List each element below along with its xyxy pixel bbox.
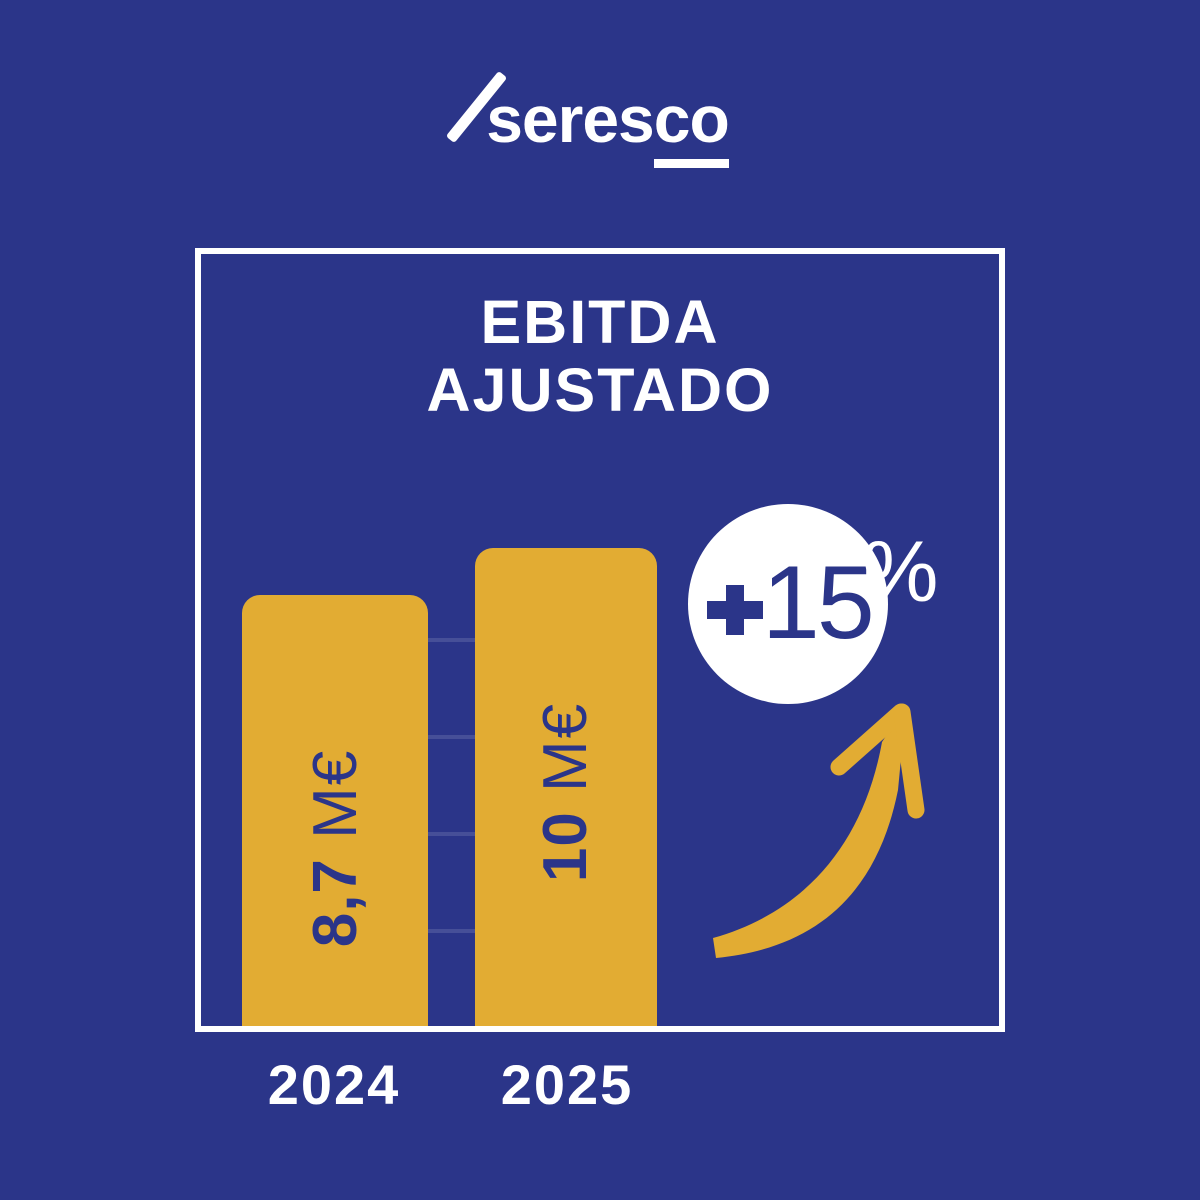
gridline [424, 832, 479, 836]
plus-icon [707, 585, 763, 635]
bar-value-label-2024: 8,7 M€ [301, 749, 370, 948]
gridline [424, 929, 479, 933]
gridline [424, 735, 479, 739]
logo-text-main: seres [486, 82, 655, 156]
bar-value-number: 10 [531, 811, 600, 883]
bar-2025 [475, 548, 657, 1026]
bar-value-unit: M€ [301, 748, 370, 859]
bar-2024 [242, 595, 428, 1026]
bar-value-label-2025: 10 M€ [531, 702, 600, 882]
logo-text: seresco [486, 72, 730, 168]
percent-sign: % [862, 524, 939, 620]
chart-title: EBITDA AJUSTADO [195, 288, 1005, 424]
gridline [424, 638, 479, 642]
category-label-2024: 2024 [267, 1053, 401, 1116]
badge-number: 15 [762, 545, 875, 661]
logo-text-underlined: co [653, 82, 730, 168]
seresco-logo: seresco [0, 62, 1200, 168]
chart-title-line-2: AJUSTADO [426, 356, 774, 424]
growth-arrow-icon [713, 703, 925, 958]
category-label-2025: 2025 [500, 1053, 634, 1116]
bar-value-unit: M€ [531, 701, 600, 812]
bar-value-number: 8,7 [301, 858, 370, 948]
chart-title-line-1: EBITDA [480, 288, 720, 356]
